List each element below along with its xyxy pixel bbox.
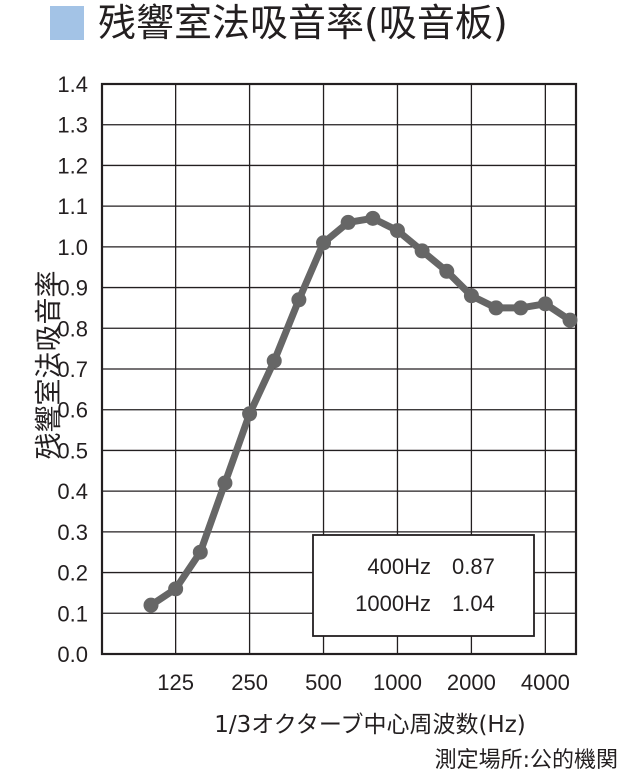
- data-point: [266, 353, 282, 369]
- chart-title: 残響室法吸音率(吸音板): [98, 1, 508, 45]
- data-point: [143, 597, 159, 613]
- x-tick-label: 1000: [373, 670, 422, 695]
- y-tick-label: 0.3: [57, 520, 88, 545]
- annotation-frequency: 400Hz: [367, 554, 431, 579]
- plot-frame: [100, 82, 578, 656]
- y-tick-label: 0.2: [57, 561, 88, 586]
- data-point: [414, 243, 430, 259]
- x-tick-label: 4000: [521, 670, 570, 695]
- data-point: [291, 292, 307, 308]
- data-point: [192, 544, 208, 560]
- data-point: [365, 210, 381, 226]
- y-tick-label: 0.0: [57, 642, 88, 667]
- x-axis-label: 1/3オクターブ中心周波数(Hz): [214, 712, 526, 738]
- data-point: [537, 296, 553, 312]
- annotation-value: 1.04: [452, 591, 495, 616]
- y-tick-label: 0.5: [57, 438, 88, 463]
- y-tick-label: 1.1: [57, 194, 88, 219]
- x-tick-labels: 125 250 500 1000 2000 4000: [157, 670, 570, 695]
- data-point: [389, 223, 405, 239]
- y-tick-label: 0.6: [57, 398, 88, 423]
- x-tick-label: 500: [305, 670, 342, 695]
- y-tick-label: 1.4: [57, 72, 88, 97]
- data-point: [242, 406, 258, 422]
- y-tick-label: 1.3: [57, 113, 88, 138]
- measurement-note: 測定場所:公的機関: [434, 748, 618, 773]
- x-tick-label: 250: [231, 670, 268, 695]
- y-tick-label: 1.2: [57, 153, 88, 178]
- annotation-frequency: 1000Hz: [355, 591, 431, 616]
- y-tick-label: 0.1: [57, 601, 88, 626]
- data-point: [168, 581, 184, 597]
- y-tick-label: 0.4: [57, 479, 88, 504]
- y-tick-label: 0.7: [57, 357, 88, 382]
- title-marker: [50, 6, 84, 40]
- data-point: [488, 300, 504, 316]
- data-series: [143, 210, 578, 613]
- data-point: [340, 214, 356, 230]
- y-tick-label: 0.9: [57, 276, 88, 301]
- data-point: [463, 288, 479, 304]
- x-tick-label: 2000: [447, 670, 496, 695]
- y-tick-label: 0.8: [57, 316, 88, 341]
- data-point: [217, 475, 233, 491]
- annotation-value: 0.87: [452, 554, 495, 579]
- data-point: [562, 312, 578, 328]
- y-tick-label: 1.0: [57, 235, 88, 260]
- y-tick-labels: 0.0 0.1 0.2 0.3 0.4 0.5 0.6 0.7 0.8 0.9 1.0 1.1 1.2 1…: [57, 72, 88, 667]
- data-point: [513, 300, 529, 316]
- annotation-box: 400Hz 0.87 1000Hz 1.04: [312, 534, 535, 637]
- x-tick-label: 125: [157, 670, 194, 695]
- data-point: [439, 263, 455, 279]
- data-point: [316, 235, 332, 251]
- annotation-frame: [312, 534, 535, 637]
